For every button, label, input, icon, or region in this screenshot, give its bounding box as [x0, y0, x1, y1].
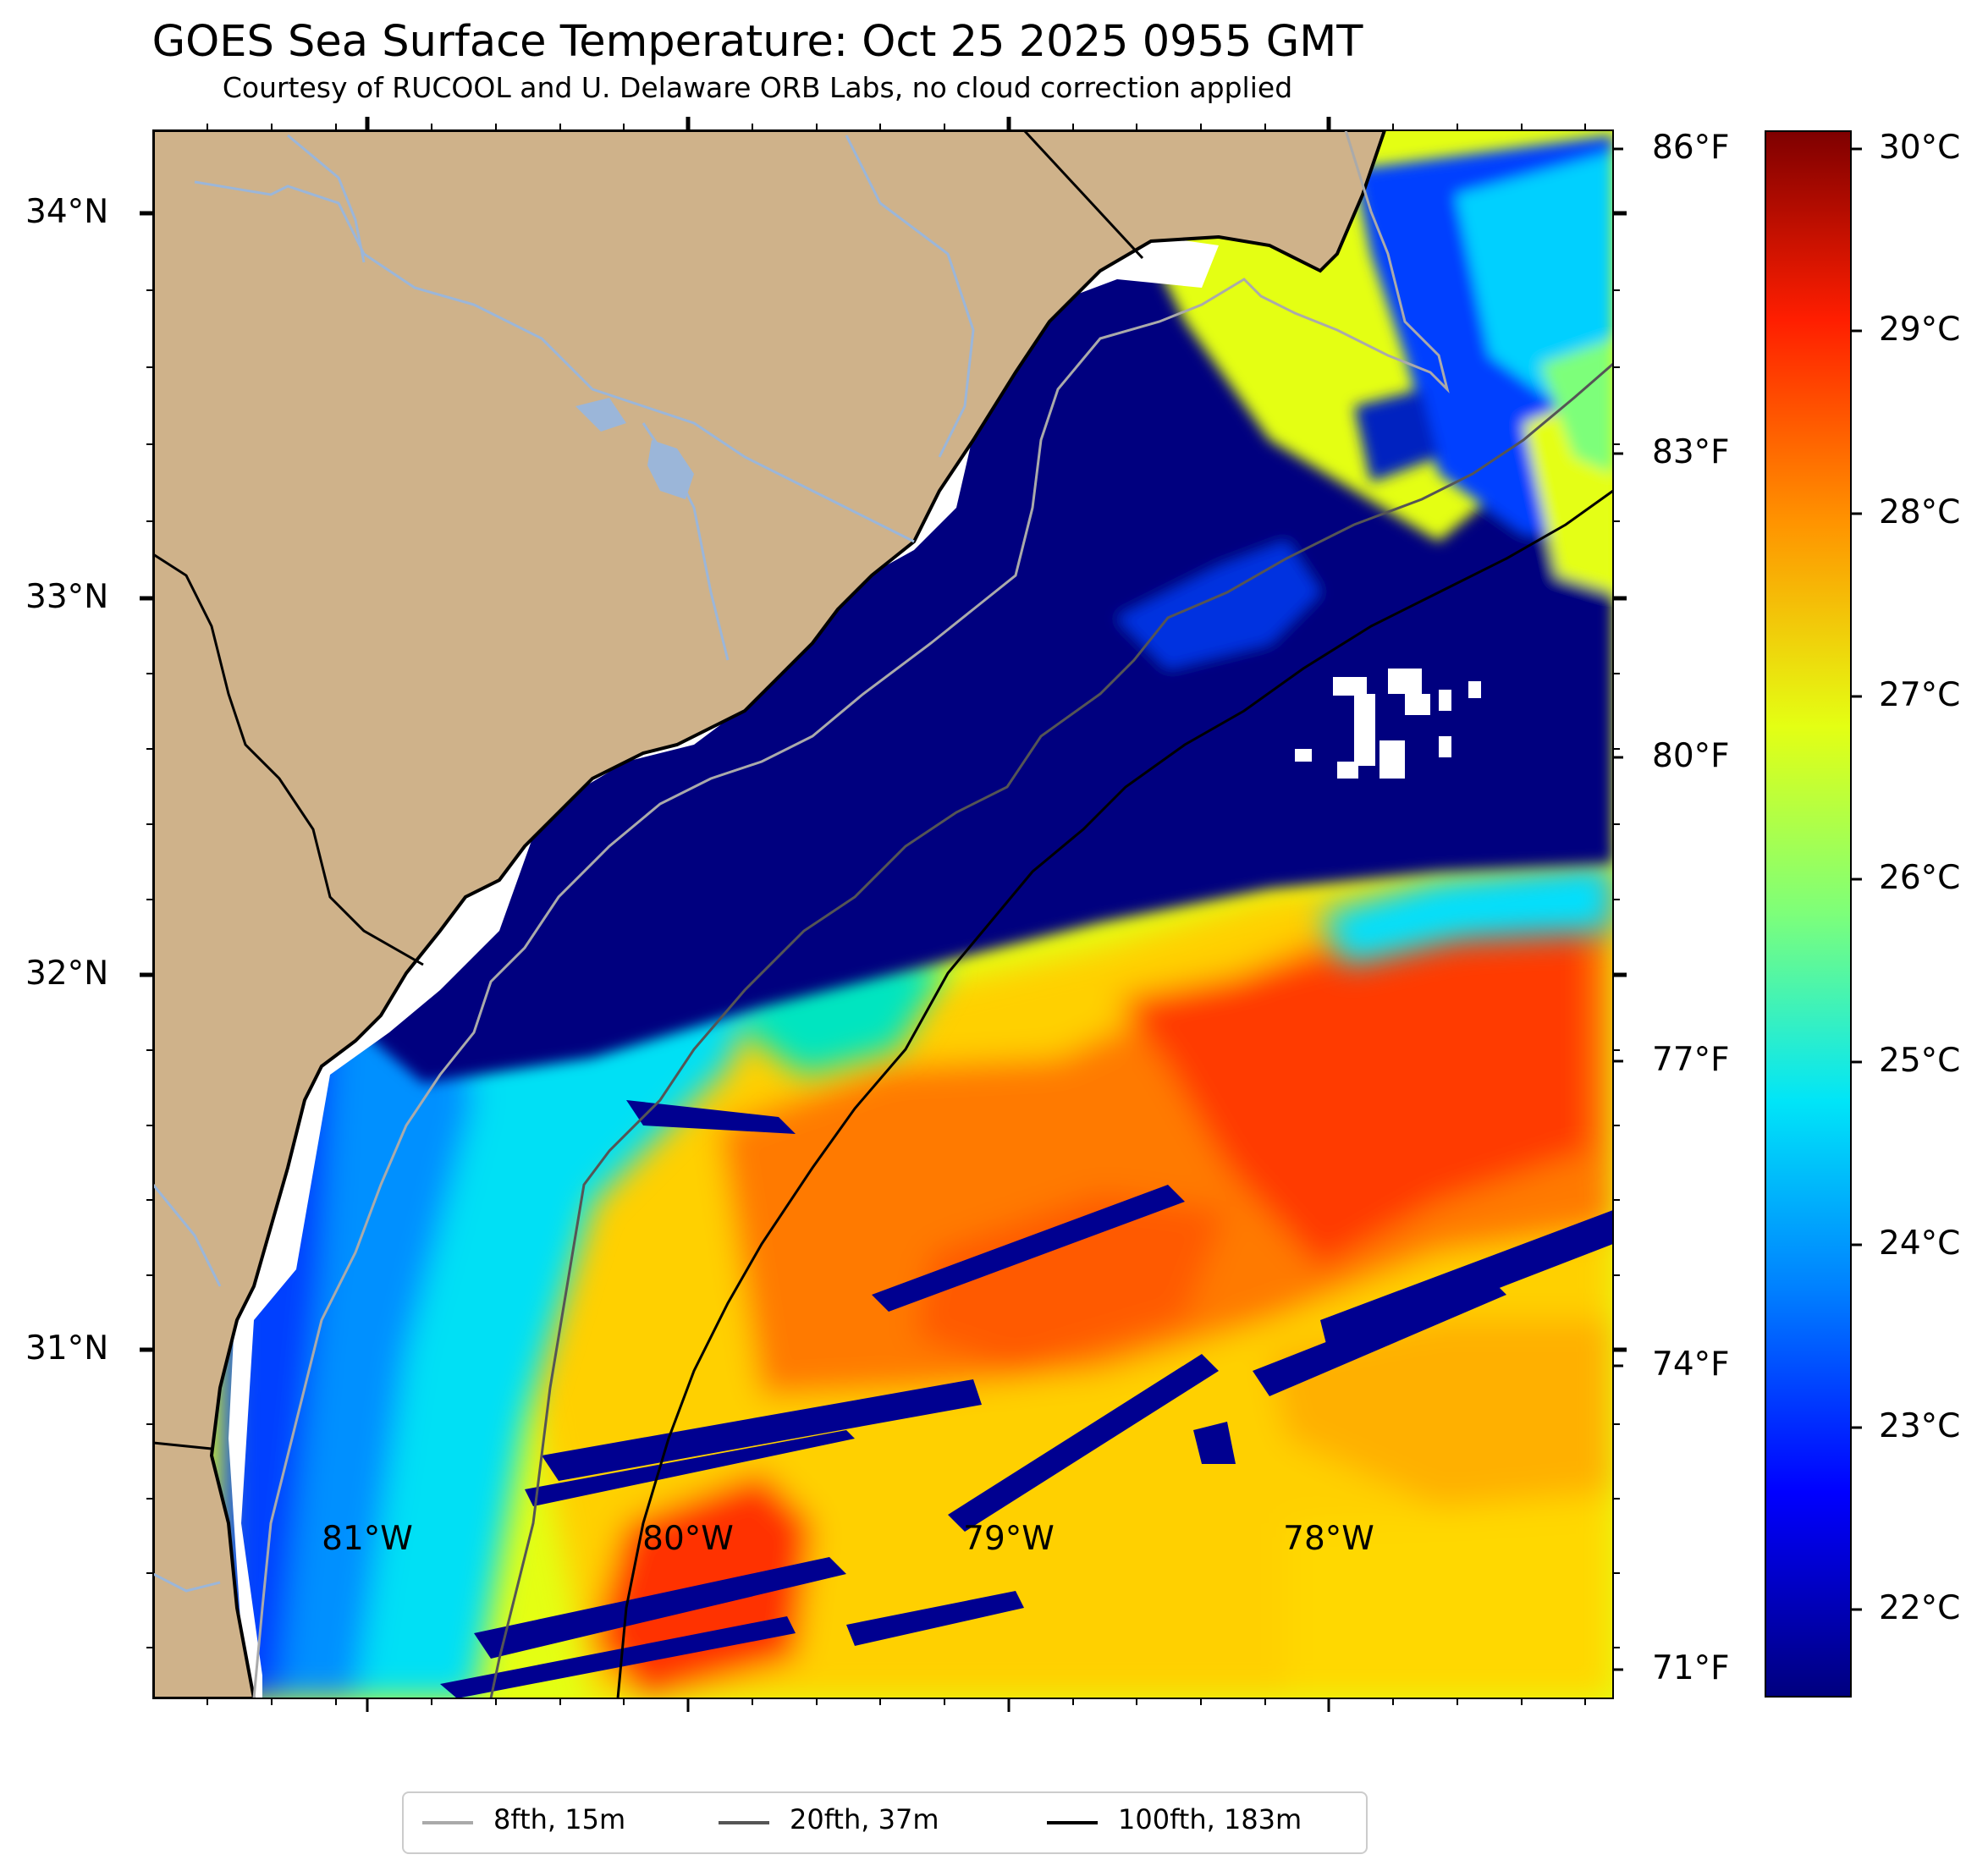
lat-label-34n: 34°N	[25, 193, 109, 231]
legend-label-20fth: 20fth, 37m	[790, 1803, 939, 1835]
isobath-20fth-line	[489, 362, 1613, 1698]
legend-swatch-8fth	[422, 1821, 473, 1824]
map-frame	[152, 129, 1614, 1699]
state-boundaries	[153, 130, 1144, 1450]
isobath-legend: 8fth, 15m 20fth, 37m 100fth, 183m	[402, 1791, 1368, 1854]
f-label-74: 74°F	[1652, 1345, 1730, 1384]
cb-label-22c: 22°C	[1879, 1589, 1961, 1627]
f-label-83: 83°F	[1652, 433, 1730, 471]
f-label-86: 86°F	[1652, 129, 1730, 167]
map-subtitle: Courtesy of RUCOOL and U. Delaware ORB L…	[222, 71, 1293, 104]
lat-label-31n: 31°N	[25, 1329, 109, 1367]
lat-label-32n: 32°N	[25, 955, 109, 993]
isobath-100fth-line	[616, 489, 1613, 1698]
cb-label-28c: 28°C	[1879, 493, 1961, 531]
lon-label-80w: 80°W	[642, 1520, 734, 1558]
f-label-77: 77°F	[1652, 1041, 1730, 1079]
lon-label-81w: 81°W	[322, 1520, 413, 1558]
cb-label-24c: 24°C	[1879, 1224, 1961, 1263]
legend-label-8fth: 8fth, 15m	[493, 1803, 626, 1835]
legend-swatch-20fth	[719, 1821, 769, 1824]
legend-label-100fth: 100fth, 183m	[1118, 1803, 1302, 1835]
legend-swatch-100fth	[1047, 1821, 1098, 1824]
f-label-71: 71°F	[1652, 1649, 1730, 1687]
cb-label-29c: 29°C	[1879, 311, 1961, 349]
sst-field	[525, 855, 1613, 1698]
minor-ticks	[146, 124, 1620, 1705]
cb-label-23c: 23°C	[1879, 1407, 1961, 1445]
map-title: GOES Sea Surface Temperature: Oct 25 202…	[151, 17, 1363, 67]
lake-marion	[647, 440, 694, 499]
land	[153, 130, 1387, 1698]
cb-label-27c: 27°C	[1879, 676, 1961, 714]
cb-label-26c: 26°C	[1879, 859, 1961, 897]
isobath-8fth-line	[252, 130, 1450, 1698]
cb-label-30c: 30°C	[1879, 129, 1961, 167]
lon-label-79w: 79°W	[963, 1520, 1055, 1558]
colorbar-ticks	[1852, 147, 1862, 1611]
cold-streaks	[440, 1100, 1613, 1698]
coastal-no-data	[229, 237, 1219, 1698]
lat-label-33n: 33°N	[25, 578, 109, 616]
cb-label-25c: 25°C	[1879, 1042, 1961, 1080]
lake-moultrie	[575, 398, 626, 432]
rivers	[153, 134, 975, 1593]
axis-ticks	[140, 117, 1627, 1712]
temperature-colorbar	[1765, 130, 1852, 1698]
f-label-80: 80°F	[1652, 737, 1730, 775]
lon-label-78w: 78°W	[1283, 1520, 1374, 1558]
